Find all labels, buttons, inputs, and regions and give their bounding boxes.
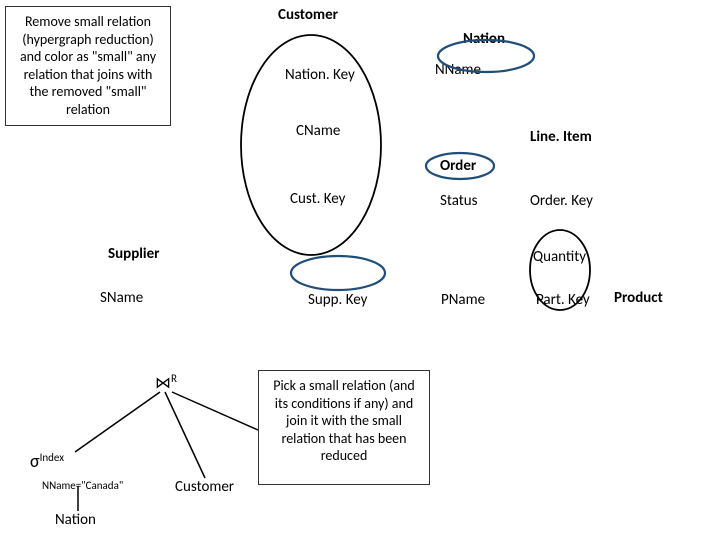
attr-partkey: Part. Key xyxy=(536,291,590,309)
attr-sname: SName xyxy=(100,289,143,307)
label-order: Order xyxy=(440,157,476,175)
treeline-bowtie-sigma xyxy=(75,392,160,452)
label-product: Product xyxy=(614,289,663,307)
box-remove-relation: Remove small relation (hypergraph reduct… xyxy=(5,6,171,126)
label-customer: Customer xyxy=(278,6,338,24)
attr-quantity: Quantity xyxy=(533,248,586,266)
attr-suppkey: Supp. Key xyxy=(308,291,367,309)
attr-pname: PName xyxy=(441,291,485,309)
treeline-bowtie-customer xyxy=(165,392,205,478)
attr-status: Status xyxy=(440,192,478,210)
box-pick-relation: Pick a small relation (and its condition… xyxy=(258,370,430,485)
ellipse-suppkey xyxy=(291,256,385,290)
treeline-bowtie-box xyxy=(172,392,258,430)
box-pick-relation-text: Pick a small relation (and its condition… xyxy=(273,377,415,464)
bowtie-icon: ⋈ xyxy=(155,374,171,393)
box-remove-relation-text: Remove small relation (hypergraph reduct… xyxy=(20,13,156,118)
sigma-icon: σ xyxy=(30,450,40,472)
attr-nname: NName xyxy=(435,61,481,79)
tree-nation: Nation xyxy=(55,511,96,529)
label-supplier: Supplier xyxy=(108,245,160,263)
tree-bowtie-sup: R xyxy=(171,372,177,385)
attr-orderkey: Order. Key xyxy=(530,192,593,210)
tree-sigma-sub: NName="Canada" xyxy=(42,479,123,492)
attr-cname: CName xyxy=(296,122,340,140)
attr-custkey: Cust. Key xyxy=(290,190,345,208)
attr-nationkey: Nation. Key xyxy=(285,66,355,84)
tree-bowtie: ⋈R xyxy=(155,372,177,393)
tree-customer: Customer xyxy=(175,478,234,496)
label-nation: Nation xyxy=(463,30,505,48)
tree-sigma-sup: Index xyxy=(40,451,64,464)
label-lineitem: Line. Item xyxy=(530,128,592,146)
tree-sigma: σIndex NName="Canada" xyxy=(30,450,123,492)
